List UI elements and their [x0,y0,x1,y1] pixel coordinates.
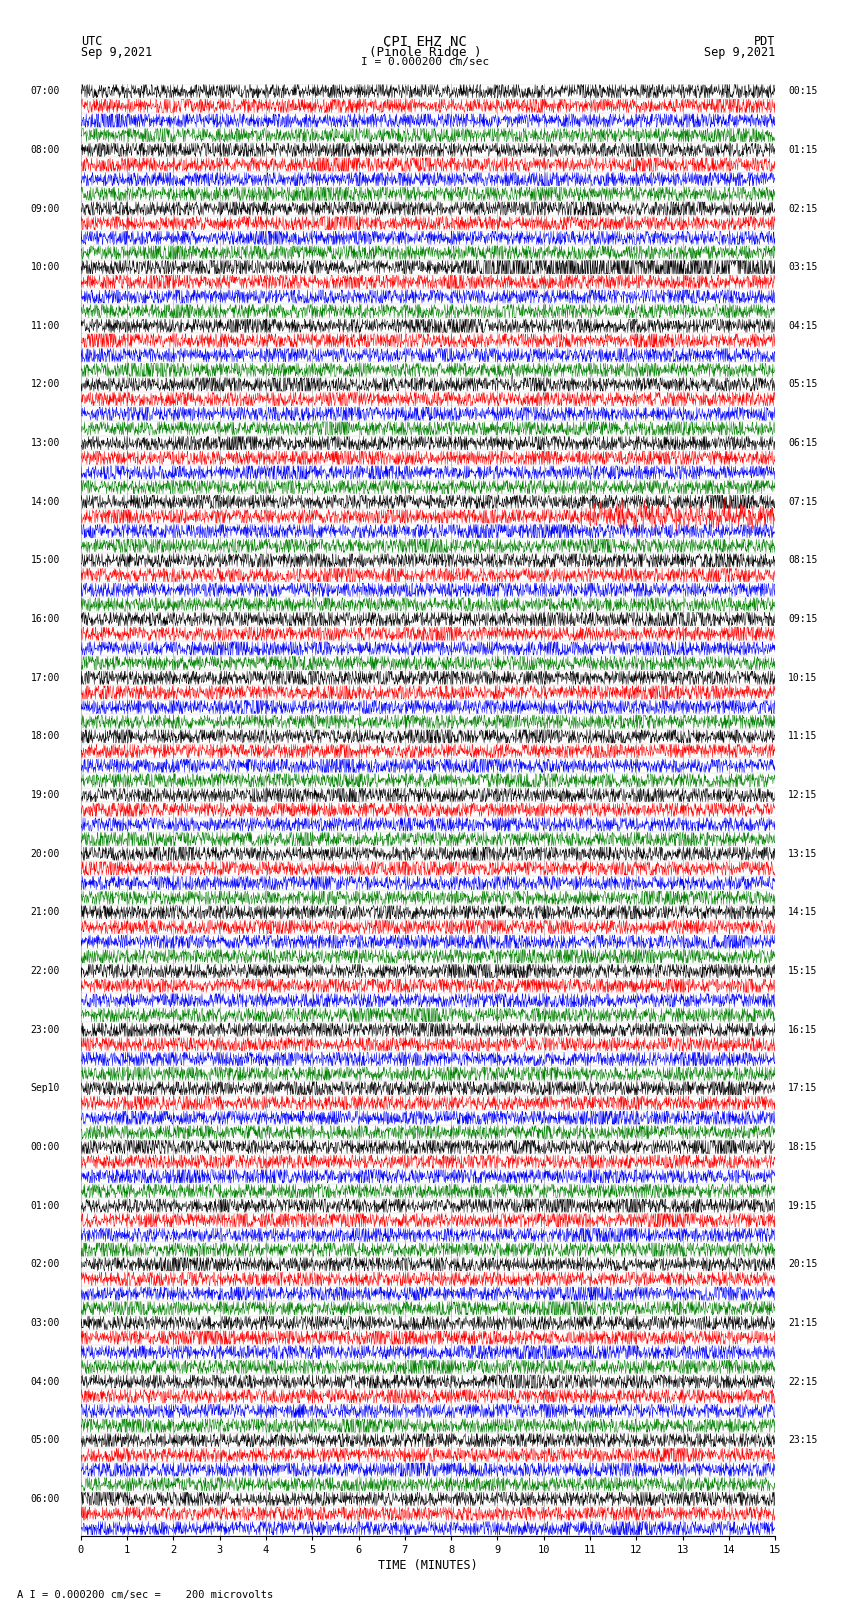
Text: PDT: PDT [754,35,775,48]
Text: 03:15: 03:15 [788,263,818,273]
Text: 19:00: 19:00 [31,790,60,800]
Text: 09:00: 09:00 [31,203,60,213]
Text: 01:15: 01:15 [788,145,818,155]
Text: 23:15: 23:15 [788,1436,818,1445]
Text: CPI EHZ NC: CPI EHZ NC [383,35,467,48]
Text: 08:00: 08:00 [31,145,60,155]
Text: 18:00: 18:00 [31,731,60,742]
Text: 21:15: 21:15 [788,1318,818,1327]
Text: I = 0.000200 cm/sec: I = 0.000200 cm/sec [361,58,489,68]
Text: Sep 9,2021: Sep 9,2021 [81,45,152,60]
X-axis label: TIME (MINUTES): TIME (MINUTES) [378,1558,478,1571]
Text: Sep10: Sep10 [31,1084,60,1094]
Text: (Pinole Ridge ): (Pinole Ridge ) [369,45,481,60]
Text: 10:00: 10:00 [31,263,60,273]
Text: 17:15: 17:15 [788,1084,818,1094]
Text: 18:15: 18:15 [788,1142,818,1152]
Text: UTC: UTC [81,35,102,48]
Text: 11:15: 11:15 [788,731,818,742]
Text: 19:15: 19:15 [788,1200,818,1211]
Text: 03:00: 03:00 [31,1318,60,1327]
Text: 02:00: 02:00 [31,1260,60,1269]
Text: 01:00: 01:00 [31,1200,60,1211]
Text: 13:15: 13:15 [788,848,818,858]
Text: 04:00: 04:00 [31,1376,60,1387]
Text: 20:00: 20:00 [31,848,60,858]
Text: 08:15: 08:15 [788,555,818,566]
Text: 13:00: 13:00 [31,439,60,448]
Text: 02:15: 02:15 [788,203,818,213]
Text: 17:00: 17:00 [31,673,60,682]
Text: 22:00: 22:00 [31,966,60,976]
Text: 11:00: 11:00 [31,321,60,331]
Text: 16:00: 16:00 [31,615,60,624]
Text: 22:15: 22:15 [788,1376,818,1387]
Text: 20:15: 20:15 [788,1260,818,1269]
Text: 14:00: 14:00 [31,497,60,506]
Text: A I = 0.000200 cm/sec =    200 microvolts: A I = 0.000200 cm/sec = 200 microvolts [17,1590,273,1600]
Text: 05:00: 05:00 [31,1436,60,1445]
Text: 12:00: 12:00 [31,379,60,389]
Text: 12:15: 12:15 [788,790,818,800]
Text: 15:15: 15:15 [788,966,818,976]
Text: 05:15: 05:15 [788,379,818,389]
Text: 06:15: 06:15 [788,439,818,448]
Text: 15:00: 15:00 [31,555,60,566]
Text: 16:15: 16:15 [788,1024,818,1034]
Text: 07:15: 07:15 [788,497,818,506]
Text: 14:15: 14:15 [788,908,818,918]
Text: 00:15: 00:15 [788,85,818,97]
Text: 09:15: 09:15 [788,615,818,624]
Text: 07:00: 07:00 [31,85,60,97]
Text: 21:00: 21:00 [31,908,60,918]
Text: Sep 9,2021: Sep 9,2021 [704,45,775,60]
Text: 23:00: 23:00 [31,1024,60,1034]
Text: 00:00: 00:00 [31,1142,60,1152]
Text: 04:15: 04:15 [788,321,818,331]
Text: 06:00: 06:00 [31,1494,60,1503]
Text: 10:15: 10:15 [788,673,818,682]
